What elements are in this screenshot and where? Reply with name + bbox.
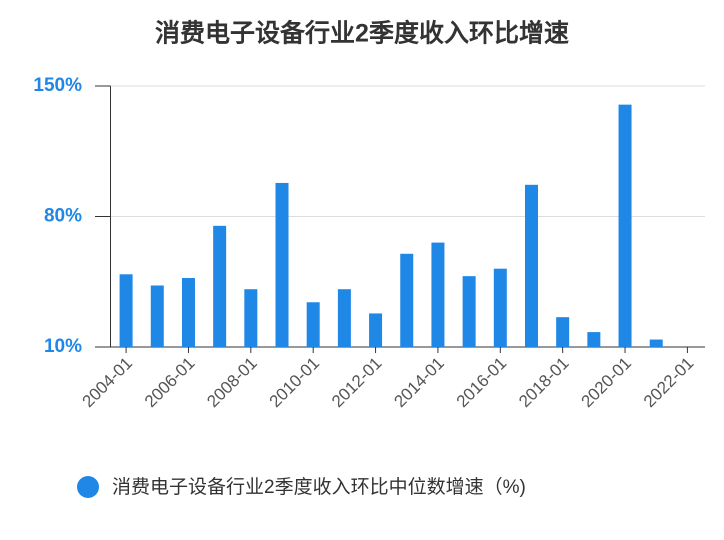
bar: [618, 104, 632, 348]
legend-marker: [77, 476, 99, 498]
bar: [181, 278, 195, 347]
bar: [369, 313, 383, 347]
bar: [119, 274, 133, 347]
bar: [244, 289, 258, 347]
bar: [400, 253, 414, 347]
bar: [524, 184, 538, 347]
y-tick-label: 80%: [44, 206, 82, 227]
x-tick-label: 2008-01: [203, 354, 261, 412]
y-tick-label: 150%: [33, 75, 82, 96]
bar: [493, 268, 507, 347]
x-tick-label: 2022-01: [640, 354, 698, 412]
bar: [150, 285, 164, 347]
bar: [337, 289, 351, 347]
x-tick-label: 2010-01: [266, 354, 324, 412]
x-tick-label: 2004-01: [79, 354, 137, 412]
bar: [556, 317, 570, 347]
bar: [306, 302, 320, 347]
bar: [462, 276, 476, 347]
x-tick-label: 2018-01: [515, 354, 573, 412]
bar: [431, 242, 445, 347]
x-tick-label: 2016-01: [453, 354, 511, 412]
x-tick-label: 2012-01: [328, 354, 386, 412]
chart-title: 消费电子设备行业2季度收入环比增速: [155, 19, 569, 48]
bar: [213, 225, 227, 347]
x-tick-label: 2020-01: [577, 354, 635, 412]
legend-label: 消费电子设备行业2季度收入环比中位数增速（%): [112, 476, 526, 498]
y-tick-label: 10%: [44, 336, 82, 357]
x-tick-label: 2006-01: [141, 354, 199, 412]
bar: [649, 339, 663, 347]
bar: [275, 182, 289, 347]
bar: [587, 332, 601, 347]
x-tick-label: 2014-01: [390, 354, 448, 412]
